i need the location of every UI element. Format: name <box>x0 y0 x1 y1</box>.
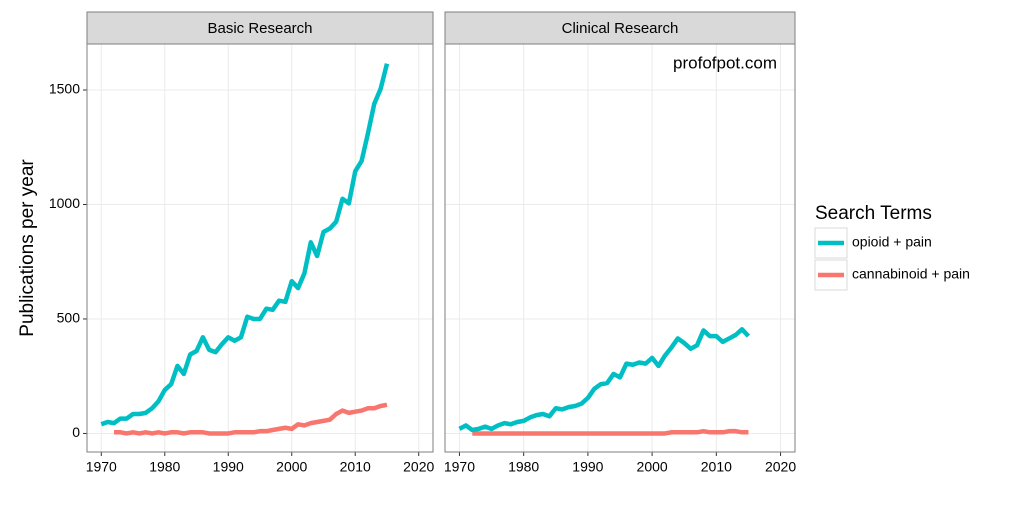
y-tick-label: 1000 <box>49 195 80 211</box>
facet-title: Basic Research <box>207 20 312 37</box>
facet-strip <box>444 11 796 45</box>
x-tick-label: 2010 <box>701 459 732 475</box>
panel <box>445 44 795 452</box>
x-tick-label: 1970 <box>86 459 117 475</box>
line <box>472 428 749 436</box>
line <box>100 63 390 427</box>
x-tick-label: 1970 <box>444 459 475 475</box>
legend-title: Search Terms <box>815 203 932 224</box>
y-tick-label: 0 <box>72 424 80 440</box>
x-tick-label: 2020 <box>765 459 796 475</box>
x-tick-label: 2010 <box>340 459 371 475</box>
facet-title: Clinical Research <box>562 20 679 37</box>
x-tick-label: 1980 <box>149 459 180 475</box>
x-tick-label: 2000 <box>276 459 307 475</box>
legend-label: cannabinoid + pain <box>852 266 970 282</box>
panel <box>87 44 433 452</box>
facet-strip <box>86 11 434 45</box>
annotation: profofpot.com <box>673 53 777 72</box>
panel-border <box>444 43 796 453</box>
x-tick-label: 1990 <box>213 459 244 475</box>
line <box>458 327 751 433</box>
y-tick-label: 500 <box>57 310 81 326</box>
y-tick-label: 1500 <box>49 81 80 97</box>
x-tick-label: 2000 <box>637 459 668 475</box>
line <box>113 402 388 436</box>
panel-border <box>86 43 434 453</box>
x-tick-label: 1990 <box>572 459 603 475</box>
y-axis-label: Publications per year <box>17 159 38 337</box>
x-tick-label: 1980 <box>508 459 539 475</box>
legend-label: opioid + pain <box>852 234 932 250</box>
x-tick-label: 2020 <box>403 459 434 475</box>
